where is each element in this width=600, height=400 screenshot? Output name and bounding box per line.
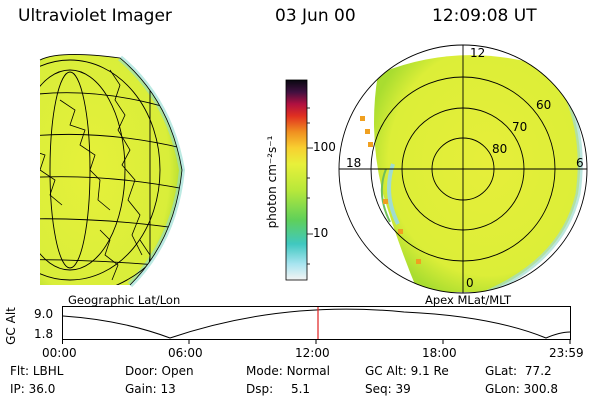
orbit-ylabel: GC Alt bbox=[4, 307, 18, 345]
orbit-xtick-1200: 12:00 bbox=[295, 346, 330, 360]
gcalt-value: 9.1 Re bbox=[410, 364, 449, 378]
seq-label: Seq: bbox=[365, 382, 392, 396]
colorbar-scale bbox=[285, 79, 308, 281]
gain-value: 13 bbox=[160, 382, 176, 396]
door-value: Open bbox=[161, 364, 194, 378]
mlt-label-6: 6 bbox=[576, 156, 584, 170]
colorbar-ticks bbox=[307, 107, 313, 265]
mlt-label-18: 18 bbox=[346, 156, 362, 170]
marker-dots bbox=[360, 116, 421, 264]
door-label: Door: bbox=[125, 364, 158, 378]
orbit-altitude-plot bbox=[62, 306, 571, 344]
gcalt-label: GC Alt: bbox=[365, 364, 407, 378]
filter-field: Flt: LBHL bbox=[10, 364, 63, 378]
date-label: 03 Jun 00 bbox=[275, 6, 356, 26]
polar-grid bbox=[338, 44, 588, 294]
altitude-curve bbox=[62, 308, 571, 339]
colorbar-unit-label: photon cm⁻²s⁻¹ bbox=[265, 135, 279, 229]
mode-label: Mode: bbox=[246, 364, 283, 378]
colorbar bbox=[285, 79, 313, 281]
glat-label: GLat: bbox=[485, 364, 518, 378]
orbit-xticks bbox=[62, 339, 571, 344]
door-field: Door: Open bbox=[125, 364, 194, 378]
orbit-xtick-2359: 23:59 bbox=[549, 346, 584, 360]
seq-field: Seq: 39 bbox=[365, 382, 411, 396]
app-title: Ultraviolet Imager bbox=[18, 6, 172, 26]
glon-label: GLon: bbox=[485, 382, 520, 396]
lat-label-80: 80 bbox=[492, 142, 508, 156]
orbit-xtick-0600: 06:00 bbox=[168, 346, 203, 360]
gain-field: Gain: 13 bbox=[125, 382, 176, 396]
mlt-label-12: 12 bbox=[470, 46, 486, 60]
filter-label: Flt: bbox=[10, 364, 29, 378]
time-label: 12:09:08 UT bbox=[432, 6, 537, 26]
lat-label-70: 70 bbox=[512, 120, 528, 134]
orbit-ytick-9: 9.0 bbox=[34, 307, 54, 321]
geographic-globe-image bbox=[39, 54, 186, 288]
apex-panel-label: Apex MLat/MLT bbox=[425, 293, 512, 307]
seq-value: 39 bbox=[395, 382, 411, 396]
polar-plot bbox=[338, 44, 588, 294]
mode-value: Normal bbox=[286, 364, 330, 378]
geographic-panel-label: Geographic Lat/Lon bbox=[68, 293, 181, 307]
colorbar-tick-100: 100 bbox=[313, 140, 336, 154]
lat-label-60: 60 bbox=[536, 98, 552, 112]
dsp-value: 5.1 bbox=[290, 382, 311, 396]
ip-value: 36.0 bbox=[28, 382, 56, 396]
mode-field: Mode: Normal bbox=[246, 364, 330, 378]
ip-label: IP: bbox=[10, 382, 25, 396]
glon-field: GLon: 300.8 bbox=[485, 382, 558, 396]
mlt-label-0: 0 bbox=[466, 276, 474, 290]
dsp-field: Dsp: 5.1 bbox=[246, 382, 310, 396]
filter-value: LBHL bbox=[32, 364, 64, 378]
colorbar-tick-10: 10 bbox=[313, 226, 329, 240]
gain-label: Gain: bbox=[125, 382, 157, 396]
glat-field: GLat: 77.2 bbox=[485, 364, 552, 378]
aurora-emission-polar bbox=[374, 55, 583, 293]
glon-value: 300.8 bbox=[523, 382, 558, 396]
ip-field: IP: 36.0 bbox=[10, 382, 55, 396]
orbit-ytick-1-8: 1.8 bbox=[34, 327, 54, 341]
gcalt-field: GC Alt: 9.1 Re bbox=[365, 364, 449, 378]
orbit-xtick-0000: 00:00 bbox=[42, 346, 77, 360]
dsp-label: Dsp: bbox=[246, 382, 274, 396]
aurora-emission bbox=[40, 54, 186, 288]
glat-value: 77.2 bbox=[524, 364, 552, 378]
orbit-xtick-1800: 18:00 bbox=[422, 346, 457, 360]
